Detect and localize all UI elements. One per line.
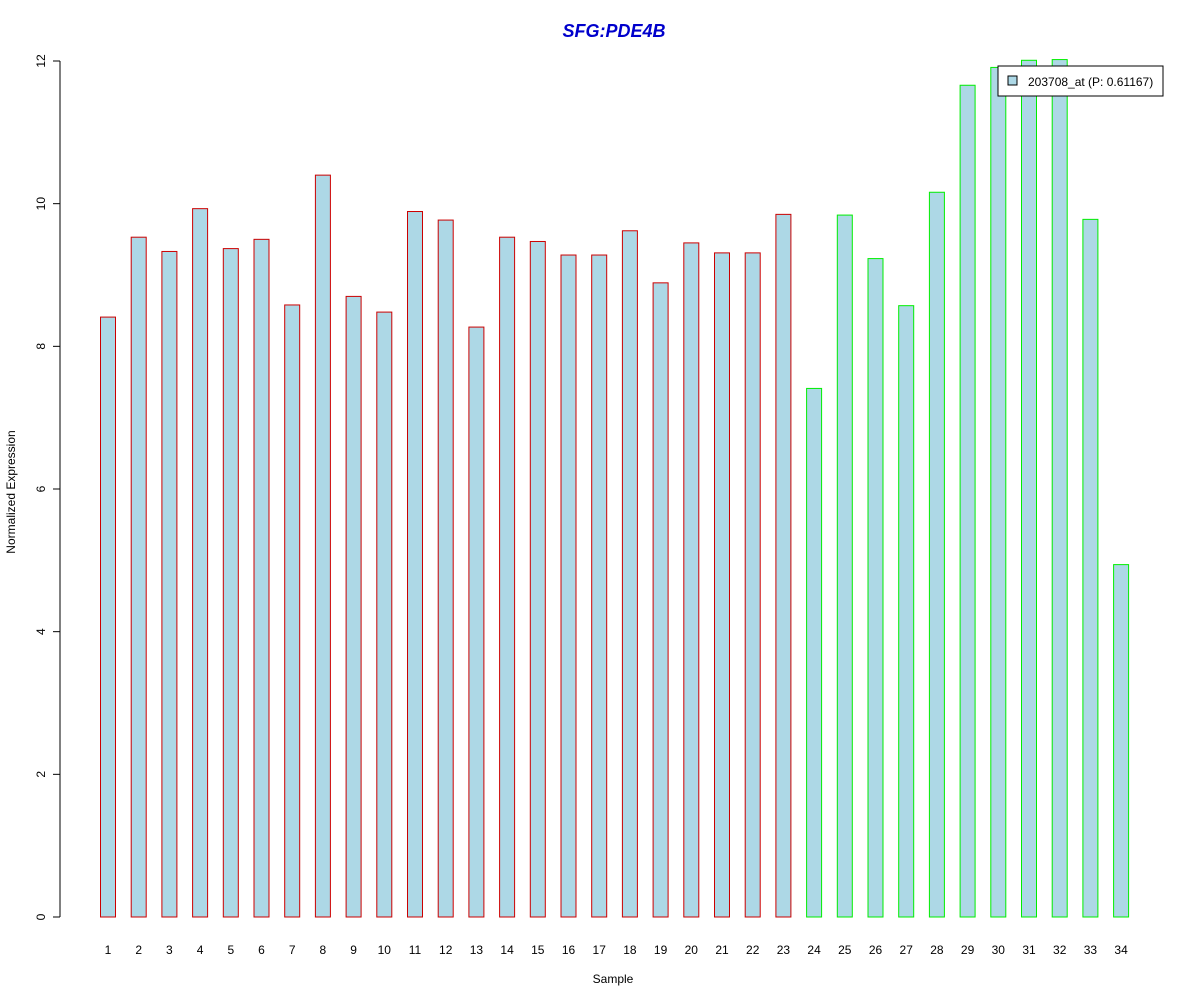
y-tick-label: 6 [34,485,48,492]
bar-sample-6 [253,238,270,918]
bar-sample-3 [161,250,178,918]
bar-sample-11 [407,211,423,918]
x-tick-label: 17 [593,943,607,957]
x-tick-label: 31 [1022,943,1036,957]
bar-sample-17 [591,254,608,918]
y-axis-title: Normalized Expression [4,430,18,553]
bar-sample-24 [806,387,823,918]
x-tick-label: 9 [350,943,357,957]
bar-sample-26 [867,258,884,918]
x-tick-label: 21 [715,943,729,957]
x-axis-title: Sample [593,972,634,986]
bars [100,59,1130,918]
bar-sample-31 [1021,59,1037,918]
bar-sample-12 [437,219,454,918]
bar-sample-34 [1113,564,1130,918]
x-tick-label: 11 [409,943,422,957]
bar-sample-9 [345,295,362,918]
bar-sample-10 [376,311,393,918]
y-tick-label: 4 [34,628,48,635]
x-tick-label: 23 [777,943,791,957]
legend-swatch [1007,75,1018,86]
x-tick-label: 25 [838,943,852,957]
bar-sample-18 [621,230,638,918]
bar-sample-7 [284,304,301,918]
bar-sample-1 [100,316,116,918]
x-tick-label: 13 [470,943,484,957]
x-tick-label: 18 [623,943,637,957]
x-tick-label: 1 [105,943,112,957]
x-axis-labels: 1 2 3 4 5 6 7 8 9 10 11 12 13 14 15 16 17 18 19 20 21 22 23 24 2… [105,943,1128,957]
bar-sample-32 [1051,59,1068,918]
bar-sample-14 [499,236,516,918]
x-tick-label: 20 [685,943,699,957]
x-tick-label: 26 [869,943,883,957]
x-tick-label: 7 [289,943,296,957]
x-tick-label: 3 [166,943,173,957]
bar-sample-13 [468,326,485,918]
x-tick-label: 8 [320,943,327,957]
x-tick-label: 6 [258,943,265,957]
bar-sample-30 [990,66,1007,918]
x-tick-label: 30 [992,943,1006,957]
legend: 203708_at (P: 0.61167) [997,65,1164,97]
bar-sample-22 [744,252,761,918]
y-axis: 0 2 4 6 8 10 12 [34,54,61,920]
y-tick-label: 10 [34,197,48,211]
bar-sample-28 [928,191,945,918]
bar-sample-19 [652,282,669,918]
bar-sample-33 [1082,218,1099,918]
x-tick-label: 29 [961,943,975,957]
x-tick-label: 15 [531,943,545,957]
x-tick-label: 4 [197,943,204,957]
y-tick-label: 12 [34,54,48,68]
bar-sample-21 [714,252,730,918]
bar-sample-29 [959,84,976,918]
x-tick-label: 22 [746,943,760,957]
x-tick-label: 33 [1084,943,1098,957]
x-tick-label: 24 [807,943,821,957]
x-tick-label: 28 [930,943,944,957]
bar-sample-23 [775,213,792,918]
bar-sample-15 [529,240,546,918]
x-tick-label: 27 [900,943,914,957]
legend-label: 203708_at (P: 0.61167) [1028,75,1153,89]
x-tick-label: 2 [135,943,142,957]
bar-sample-20 [683,242,700,918]
bar-sample-2 [130,236,147,918]
x-tick-label: 10 [378,943,392,957]
x-tick-label: 34 [1114,943,1128,957]
bar-sample-4 [192,208,209,918]
bar-sample-25 [836,214,853,918]
y-tick-label: 8 [34,343,48,350]
x-tick-label: 19 [654,943,668,957]
x-tick-label: 5 [227,943,234,957]
bar-sample-27 [898,305,915,918]
x-tick-label: 32 [1053,943,1067,957]
bar-sample-8 [314,174,331,918]
bar-sample-16 [560,254,577,918]
y-tick-label: 0 [34,913,48,920]
bar-sample-5 [222,248,239,918]
x-tick-label: 14 [500,943,514,957]
chart-title: SFG:PDE4B [562,21,665,41]
legend-box [997,65,1164,97]
y-tick-label: 2 [34,771,48,778]
x-tick-label: 16 [562,943,576,957]
x-tick-label: 12 [439,943,453,957]
